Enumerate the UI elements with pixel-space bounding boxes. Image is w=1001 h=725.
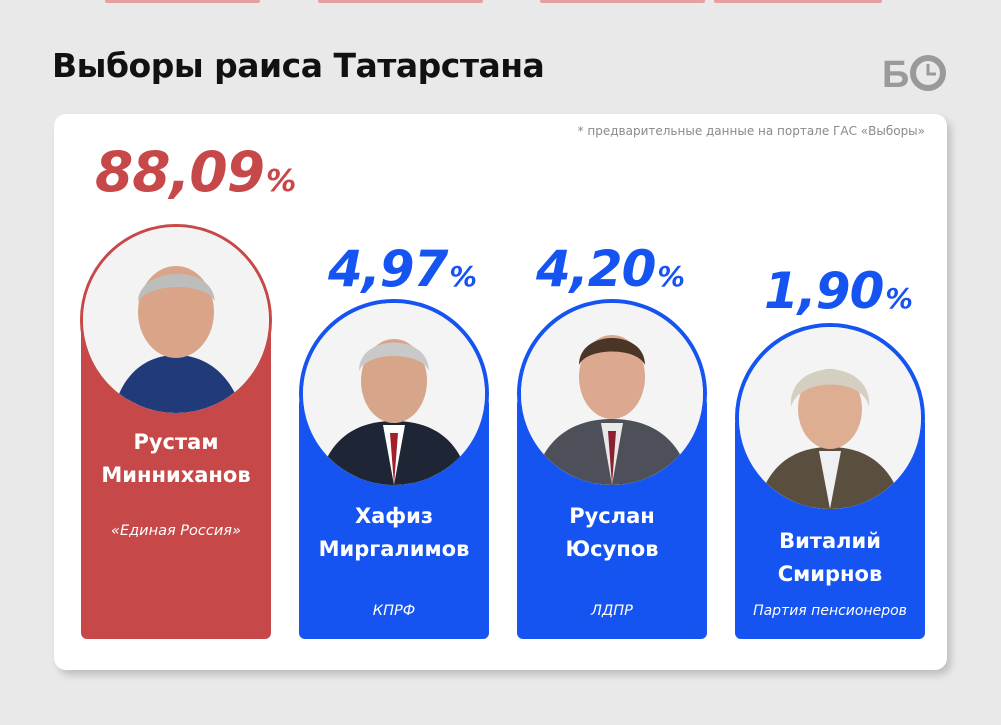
candidate-first-name: Рустам xyxy=(133,430,219,454)
top-accent-bar xyxy=(105,0,260,3)
top-accent-bar xyxy=(714,0,882,3)
top-accent-bar xyxy=(540,0,705,3)
percent-sign: % xyxy=(449,261,477,293)
candidate-last-name: Смирнов xyxy=(777,562,883,586)
candidate-percentage: 88,09% xyxy=(95,140,296,204)
candidate-photo xyxy=(80,224,272,416)
candidate-last-name: Минниханов xyxy=(101,463,251,487)
candidate-name: Рустам Минниханов xyxy=(81,426,271,492)
candidate-party: «Единая Россия» xyxy=(111,523,241,539)
candidate-name: Руслан Юсупов xyxy=(517,500,707,566)
percent-sign: % xyxy=(265,164,297,199)
candidate-last-name: Юсупов xyxy=(565,537,659,561)
percent-sign: % xyxy=(657,261,685,293)
candidate-first-name: Руслан xyxy=(569,504,655,528)
candidate-party: Партия пенсионеров xyxy=(753,603,907,619)
candidate-photo xyxy=(735,323,925,513)
portrait-placeholder-icon xyxy=(739,327,921,509)
percentage-value: 88,09 xyxy=(95,140,265,204)
candidate-party: ЛДПР xyxy=(591,603,633,619)
candidate-name: Хафиз Миргалимов xyxy=(299,500,489,566)
portrait-placeholder-icon xyxy=(83,227,269,413)
candidate-percentage: 1,90% xyxy=(764,262,913,320)
candidate-photo xyxy=(299,299,489,489)
percentage-value: 4,20 xyxy=(536,240,656,298)
portrait-placeholder-icon xyxy=(521,303,703,485)
bo-logo-icon: Б xyxy=(882,54,946,92)
candidate-percentage: 4,20% xyxy=(536,240,685,298)
candidate-photo xyxy=(517,299,707,489)
candidate-percentage: 4,97% xyxy=(328,240,477,298)
logo-letter-b: Б xyxy=(882,54,909,92)
candidate-first-name: Виталий xyxy=(779,529,881,553)
candidate-name: Виталий Смирнов xyxy=(735,525,925,591)
percentage-value: 4,97 xyxy=(328,240,448,298)
percentage-value: 1,90 xyxy=(764,262,884,320)
candidate-last-name: Миргалимов xyxy=(318,537,470,561)
top-accent-bar xyxy=(318,0,483,3)
disclaimer-note: * предварительные данные на портале ГАС … xyxy=(577,124,925,138)
candidate-first-name: Хафиз xyxy=(354,504,434,528)
portrait-placeholder-icon xyxy=(303,303,485,485)
page-title: Выборы раиса Татарстана xyxy=(52,46,545,85)
candidate-party: КПРФ xyxy=(372,603,416,619)
percent-sign: % xyxy=(885,283,913,315)
